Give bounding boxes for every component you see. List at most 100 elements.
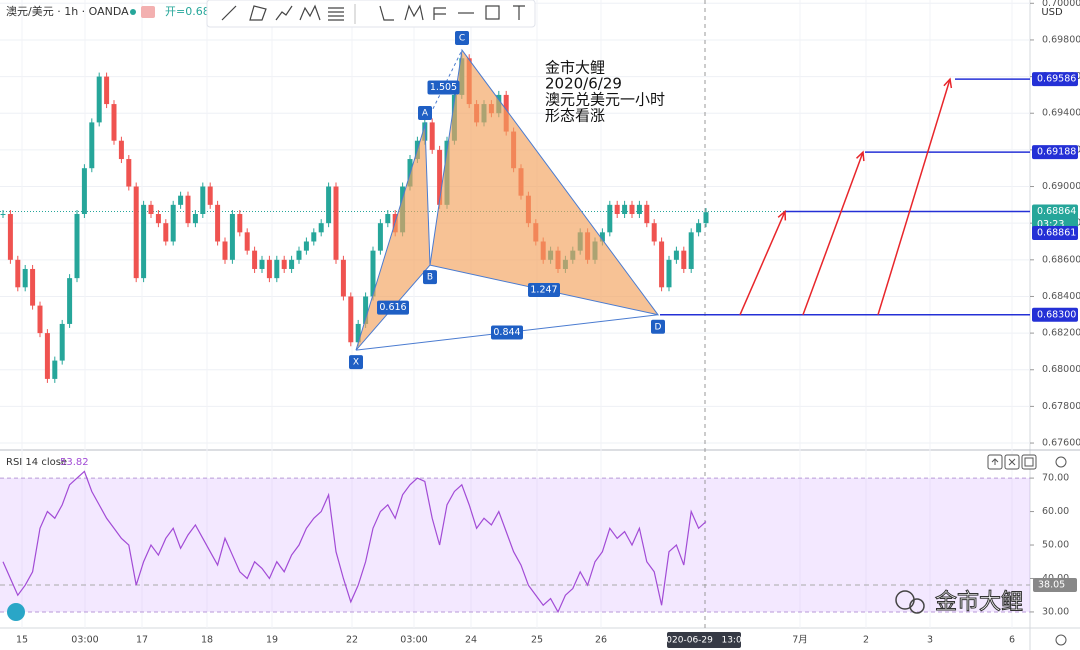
candle [636,204,642,215]
candle [155,214,161,224]
marker-box [1032,225,1078,240]
marker-label: 0.68861 [1037,227,1076,238]
gear-icon[interactable] [1055,634,1067,646]
candle [437,149,443,205]
currency: USD [1041,7,1063,18]
candle [429,122,435,150]
point-box [423,270,437,285]
x-tick-label: 3 [927,635,933,646]
cursor-date-box [667,632,741,648]
rsi-signal-label: 38.05 [1038,580,1065,591]
candle [96,76,102,123]
level-label: 0.68300 [1037,309,1076,320]
wechat-icon [909,598,925,614]
candle [696,223,702,233]
candle [133,186,139,279]
candle [599,232,605,242]
candle [340,259,346,297]
tool-gann[interactable] [433,7,446,20]
ratio-label: 0.616 [379,302,406,313]
x-tick-label: 22 [346,635,358,646]
candle [118,140,124,160]
candle [363,296,369,324]
candle [170,204,176,242]
ratio-box [491,325,523,340]
y-tick-label: 0.69800 [1042,34,1080,45]
candle [30,268,36,306]
ratio-box [377,300,409,315]
candle [281,259,287,269]
tool-pattern[interactable] [299,4,321,21]
level-box [1032,307,1078,322]
candle [7,214,13,260]
candle [259,259,265,269]
ratio-label: 1.247 [530,284,557,295]
tool-line[interactable] [221,5,237,21]
tool-rect[interactable] [485,5,500,20]
candle [141,204,147,279]
candle [104,76,110,105]
y-tick-label: 0.70000 [1042,0,1080,9]
settings-icon[interactable] [1055,456,1067,468]
candle [651,223,657,242]
arrow-head [777,209,787,221]
status-dot [130,9,136,15]
candle [289,259,295,269]
candle [659,241,665,288]
tool-path[interactable] [275,5,293,21]
x-tick-label: 17 [136,635,148,646]
candle [44,333,50,379]
y-tick-label: 0.69000 [1042,181,1080,192]
x-tick-label: 26 [595,635,607,646]
candle [629,204,635,215]
y-tick-label: 30.00 [1042,606,1069,617]
candle [163,223,169,242]
candle [296,250,302,260]
point-label: X [353,358,359,368]
pane-buttons [987,454,1067,470]
y-tick-label: 0.67800 [1042,401,1080,412]
annotation: 2020/6/29 [545,75,622,93]
tool-angle[interactable] [379,5,394,21]
ratio-label: 0.844 [493,327,520,338]
candle [266,259,272,279]
y-tick-label: 0.68400 [1042,291,1080,302]
candle [673,250,679,260]
level-box [1032,145,1078,160]
candle [0,214,6,216]
candle [688,232,694,269]
candle [207,186,213,205]
pane-maximize[interactable] [1021,454,1037,470]
tool-shape[interactable] [249,5,267,21]
x-tick-label: 6 [1009,635,1015,646]
tool-wave[interactable] [404,4,424,21]
tool-text[interactable] [513,5,525,20]
pane-icon [1024,457,1034,467]
x-tick-label: 03:00 [400,635,427,646]
rsi-title: RSI 14 close [6,457,67,468]
ratio-box [528,282,560,297]
candle [385,214,391,224]
candle [311,232,317,242]
candle [222,241,228,260]
countdown-label: 03:23 [1037,219,1064,230]
x-tick-label: 19 [266,635,278,646]
y-tick-label: 0.68000 [1042,364,1080,375]
candle [148,204,154,215]
candle [185,195,191,224]
rsi-band [0,478,1030,612]
arrow-head [943,77,953,89]
candle [318,223,324,233]
candle [607,204,613,233]
candle [244,232,250,251]
point-box [651,319,665,334]
pane-icons [991,458,1016,466]
rsi-line [2,470,707,614]
tool-fib[interactable] [328,7,344,21]
candle [237,214,243,233]
x-tick-label: 24 [465,635,477,646]
x-tick-label: 15 [16,635,28,646]
arrow [802,151,864,316]
annotation: 金市大鲤 [545,59,605,77]
